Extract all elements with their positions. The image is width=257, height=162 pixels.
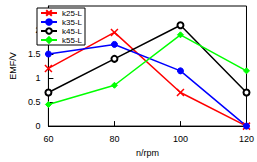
svg-text:60: 60 [43,134,53,144]
svg-text:EMF/V: EMF/V [8,52,18,80]
svg-text:k45-L: k45-L [62,27,83,36]
svg-text:k35-L: k35-L [62,18,83,27]
svg-text:1: 1 [35,73,40,83]
svg-text:k55-L: k55-L [62,36,83,45]
svg-text:n/rpm: n/rpm [136,148,159,158]
svg-text:0: 0 [35,121,40,131]
svg-text:80: 80 [109,134,119,144]
svg-text:k25-L: k25-L [62,9,83,18]
svg-text:0.5: 0.5 [28,97,41,107]
svg-text:100: 100 [173,134,188,144]
svg-text:1.5: 1.5 [28,49,41,59]
svg-text:120: 120 [239,134,254,144]
